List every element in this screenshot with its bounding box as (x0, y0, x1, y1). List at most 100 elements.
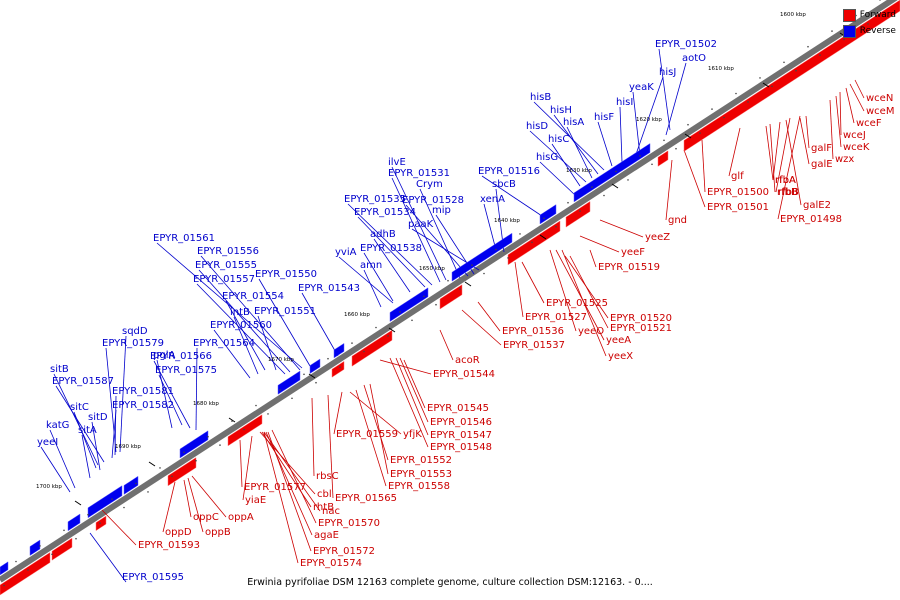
leader-line (658, 48, 671, 131)
gene-label-epyr_01550: EPYR_01550 (255, 269, 317, 280)
leader-line (765, 125, 774, 181)
leader-line (311, 397, 315, 477)
reverse-gene-block (309, 358, 321, 374)
grid-dot (111, 498, 113, 500)
kbp-tick-mark (539, 234, 547, 240)
leader-line (156, 242, 303, 369)
forward-gene-block (683, 0, 900, 152)
gene-label-wzx: wzx (835, 154, 854, 165)
grid-dot (159, 467, 161, 469)
gene-label-epyr_01566: EPYR_01566 (150, 351, 212, 362)
gene-label-yeez: yeeZ (645, 232, 670, 243)
gene-label-hish: hisH (550, 105, 572, 116)
gene-label-paak: paaK (408, 219, 434, 230)
kbp-tick-label: 1660 kbp (344, 312, 370, 318)
leader-line (158, 374, 183, 426)
grid-dot (219, 444, 221, 446)
gene-label-amn: amn (360, 260, 382, 271)
strand-legend: Forward Reverse (842, 7, 896, 39)
gene-label-nac: nac (322, 506, 340, 517)
leader-line (196, 283, 286, 375)
gene-label-yiae: yiaE (245, 495, 266, 506)
gene-label-epyr_01520: EPYR_01520 (610, 313, 672, 324)
reverse-gene-block (67, 513, 81, 532)
grid-dot (699, 132, 701, 134)
grid-dot (519, 233, 521, 235)
grid-dot (183, 451, 185, 454)
grid-dot (591, 186, 593, 188)
grid-dot (735, 92, 737, 95)
leader-line (533, 101, 605, 171)
leader-line (805, 115, 810, 149)
gene-label-hisi: hisI (616, 97, 633, 108)
gene-label-mip: mip (432, 205, 451, 216)
grid-dot (291, 397, 293, 400)
grid-dot (807, 45, 809, 48)
grid-dot (879, 0, 881, 1)
kbp-tick-label: 1630 kbp (566, 168, 592, 174)
leader-line (477, 301, 501, 332)
grid-dot (3, 584, 5, 587)
leader-line (775, 117, 791, 193)
leader-line (395, 357, 429, 436)
genome-backbone (0, 0, 898, 583)
leader-line (701, 139, 706, 193)
gene-label-epyr_01519: EPYR_01519 (598, 262, 660, 273)
leader-line (599, 219, 644, 238)
gene-label-yvia: yviA (335, 247, 357, 258)
leader-line (200, 255, 301, 371)
grid-dot (435, 303, 437, 306)
gene-label-sqdd: sqdD (122, 326, 148, 337)
forward-gene-block (507, 220, 561, 266)
kbp-tick-label: 1600 kbp (780, 12, 806, 18)
gene-label-epyr_01556: EPYR_01556 (197, 246, 259, 257)
grid-dot (267, 413, 269, 415)
gene-label-yeea: yeeA (606, 335, 631, 346)
gene-label-hisg: hisG (536, 152, 558, 163)
grid-dot (555, 225, 557, 228)
leader-line (363, 252, 394, 302)
forward-gene-block (167, 457, 197, 487)
grid-dot (831, 30, 833, 32)
grid-dot (39, 545, 41, 547)
leader-line (589, 249, 597, 268)
grid-dot (639, 155, 641, 157)
grid-dot (819, 54, 821, 56)
grid-dot (687, 123, 689, 126)
leader-line (569, 255, 609, 329)
forward-gene-block (565, 201, 591, 228)
legend-forward-label: Forward (859, 10, 896, 20)
leader-line (271, 429, 317, 524)
reverse-gene-block (539, 204, 557, 225)
gene-label-epyr_01548: EPYR_01548 (430, 442, 492, 453)
gene-label-epyr_01521: EPYR_01521 (610, 323, 672, 334)
gene-label-epyr_01572: EPYR_01572 (313, 546, 375, 557)
gene-label-wcen: wceN (866, 93, 893, 104)
kbp-tick-label: 1620 kbp (636, 117, 662, 123)
gene-label-oppa: oppA (228, 512, 254, 523)
leader-line (769, 123, 776, 193)
leader-line (162, 481, 176, 533)
grid-dot (63, 529, 65, 532)
gene-label-sitc: sitC (70, 402, 89, 413)
gene-label-epyr_01498: EPYR_01498 (780, 214, 842, 225)
gene-label-epyr_01531: EPYR_01531 (388, 168, 450, 179)
gene-label-intb: intB (230, 307, 250, 318)
label-leader-lines (40, 48, 865, 583)
gene-label-epyr_01525: EPYR_01525 (546, 298, 608, 309)
gene-label-epyr_01534: EPYR_01534 (354, 207, 416, 218)
grid-dot (171, 475, 173, 478)
legend-reverse: Reverse (842, 23, 896, 39)
grid-dot (615, 170, 617, 173)
leader-line (399, 357, 429, 423)
leader-line (597, 121, 613, 167)
gene-label-epyr_01537: EPYR_01537 (503, 340, 565, 351)
kbp-tick-mark (74, 500, 82, 506)
grid-dot (711, 108, 713, 110)
gene-label-xena: xenA (480, 194, 505, 205)
gene-label-gale: galE (811, 159, 833, 170)
gene-label-yfjk: yfjK (403, 429, 422, 440)
